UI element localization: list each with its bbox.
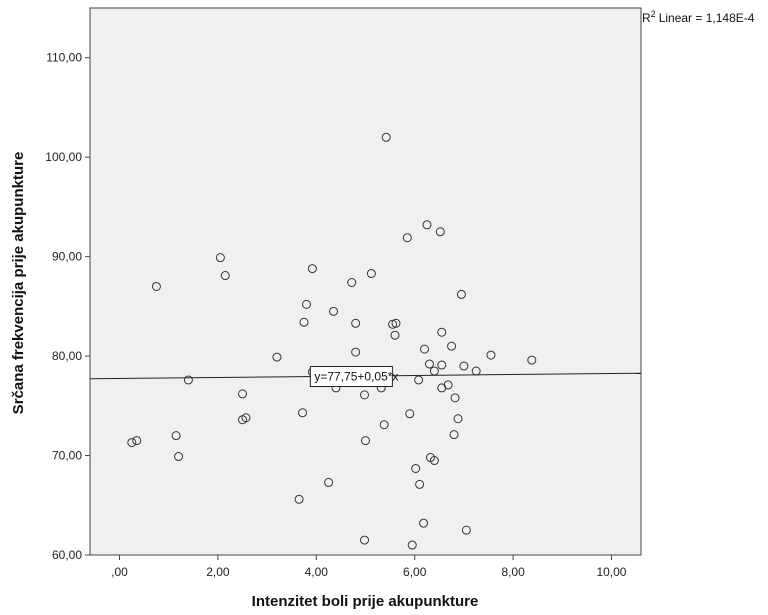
data-point [174,452,184,462]
data-point [447,341,457,351]
data-point [171,431,181,441]
y-tick-label: 110,00 [46,51,82,65]
y-axis-title: Srčana frekvencija prije akupunkture [10,152,27,415]
y-tick-label: 60,00 [52,548,82,562]
data-point [456,289,466,299]
data-point [388,319,398,329]
data-point [381,132,391,142]
fit-equation-box [309,366,393,388]
data-point [347,277,357,287]
data-point [414,375,424,385]
data-point [299,317,309,327]
x-tick-label: 4,00 [305,565,329,579]
data-point [422,220,432,230]
data-point [220,271,230,281]
y-tick-label: 100,00 [45,150,82,164]
data-point [360,535,370,545]
data-point [411,463,421,473]
data-point [351,318,361,328]
data-point [486,350,496,360]
data-point [424,359,434,369]
r2-superscript: 2 [651,9,656,19]
data-point [443,380,453,390]
x-axis: ,00 2,00 4,00 6,00 8,00 10,00 [111,555,627,579]
data-point [183,375,193,385]
data-point [127,438,137,448]
data-point [351,347,361,357]
data-point [450,393,460,403]
data-point [294,494,304,504]
plot-area [89,7,642,556]
data-point [360,390,370,400]
x-tick-label: 8,00 [501,565,525,579]
data-point [405,409,415,419]
data-point [420,344,430,354]
y-tick-label: 80,00 [52,349,82,363]
data-point [435,227,445,237]
data-point [415,479,425,489]
x-tick-label: 10,00 [596,565,626,579]
x-tick-label: 2,00 [206,565,230,579]
data-point [391,318,401,328]
data-point [437,327,447,337]
data-point [238,389,248,399]
data-point [241,413,251,423]
data-point [461,525,471,535]
data-point [429,456,439,466]
data-point [215,253,225,263]
data-point [453,414,463,424]
data-point [459,361,469,371]
data-point [132,436,142,446]
data-point [379,420,389,430]
data-point [301,299,311,309]
data-point [298,408,308,418]
x-tick-label: 6,00 [403,565,427,579]
r2-legend: R2 Linear = 1,148E-4 [642,9,755,25]
data-point [449,430,459,440]
data-point [307,264,317,274]
data-point [407,540,417,550]
data-point [437,360,447,370]
y-tick-label: 70,00 [52,449,82,463]
data-point [272,352,282,362]
fit-equation-label: y=77,75+0,05*x [314,370,398,384]
x-tick-label: ,00 [111,565,128,579]
y-axis: 60,00 70,00 80,00 90,00 100,00 110,00 [45,51,90,562]
data-point [329,306,339,316]
data-point [324,477,334,487]
r2-prefix: R [642,11,651,25]
r2-value: Linear = 1,148E-4 [659,11,755,25]
data-point [527,355,537,365]
data-point [402,233,412,243]
fit-line-group: y=77,75+0,05*x [89,366,642,388]
data-point [361,436,370,446]
x-axis-title: Intenzitet boli prije akupunkture [252,593,479,610]
data-point [419,518,429,528]
data-point [366,269,376,279]
data-point [390,330,400,340]
data-point [151,281,161,291]
y-tick-label: 90,00 [52,250,82,264]
